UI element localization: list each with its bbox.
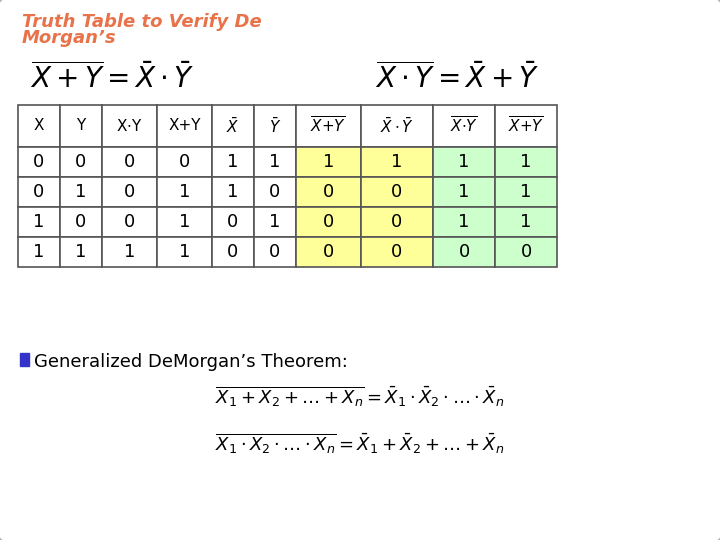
Bar (212, 147, 254, 177)
Bar (60, 105, 102, 147)
Bar (361, 237, 433, 267)
Bar (495, 147, 557, 177)
Text: $\overline{X{+}Y}$: $\overline{X{+}Y}$ (310, 116, 346, 136)
Bar (495, 207, 557, 237)
Bar (296, 237, 361, 267)
Bar (296, 147, 361, 177)
Bar (296, 177, 361, 207)
Text: 1: 1 (269, 213, 281, 231)
Text: X$\cdot$Y: X$\cdot$Y (116, 118, 143, 134)
Bar (102, 105, 157, 147)
Text: 0: 0 (323, 183, 334, 201)
Bar (212, 177, 254, 207)
Bar (433, 105, 495, 147)
Text: $\overline{X_1 \cdot X_2 \cdot \ldots \cdot X_n} = \bar{X}_1 + \bar{X}_2 + \ldot: $\overline{X_1 \cdot X_2 \cdot \ldots \c… (215, 432, 505, 456)
Bar (212, 105, 254, 147)
Text: 0: 0 (76, 213, 86, 231)
Bar (102, 237, 157, 267)
Text: 0: 0 (124, 213, 135, 231)
Text: 1: 1 (228, 183, 239, 201)
Bar (60, 207, 102, 237)
Bar (157, 177, 212, 207)
Bar (361, 147, 433, 177)
Text: $\overline{X{+}Y}$: $\overline{X{+}Y}$ (508, 116, 544, 136)
Text: 0: 0 (459, 243, 469, 261)
Bar (361, 105, 433, 147)
Text: 1: 1 (323, 153, 334, 171)
Text: $\bar{X}$: $\bar{X}$ (226, 117, 240, 136)
Text: 1: 1 (179, 213, 190, 231)
Bar (60, 147, 102, 177)
Text: Truth Table to Verify De: Truth Table to Verify De (22, 13, 262, 31)
Bar (157, 147, 212, 177)
Bar (296, 207, 361, 237)
Text: 0: 0 (392, 213, 402, 231)
Text: Generalized DeMorgan’s Theorem:: Generalized DeMorgan’s Theorem: (34, 353, 348, 371)
Text: 0: 0 (269, 183, 281, 201)
Bar (102, 207, 157, 237)
Text: $\overline{X + Y} = \bar{X} \cdot \bar{Y}$: $\overline{X + Y} = \bar{X} \cdot \bar{Y… (30, 62, 194, 94)
Bar (254, 207, 296, 237)
Text: 1: 1 (33, 243, 45, 261)
Text: 1: 1 (124, 243, 135, 261)
Bar (433, 237, 495, 267)
Bar (433, 177, 495, 207)
Bar (157, 105, 212, 147)
Text: 1: 1 (391, 153, 402, 171)
Text: 1: 1 (521, 213, 531, 231)
Text: 0: 0 (228, 243, 238, 261)
Text: $\overline{X \cdot Y} = \bar{X} + \bar{Y}$: $\overline{X \cdot Y} = \bar{X} + \bar{Y… (375, 62, 540, 94)
Text: 1: 1 (521, 183, 531, 201)
Bar (212, 207, 254, 237)
Text: 1: 1 (33, 213, 45, 231)
Bar (296, 105, 361, 147)
Text: $\bar{Y}$: $\bar{Y}$ (269, 117, 281, 136)
Bar (495, 237, 557, 267)
Text: 0: 0 (76, 153, 86, 171)
Bar (60, 177, 102, 207)
Bar (18, 147, 60, 177)
Bar (254, 147, 296, 177)
Text: 1: 1 (459, 213, 469, 231)
Text: 0: 0 (33, 183, 45, 201)
Text: 1: 1 (76, 183, 86, 201)
Bar (18, 207, 60, 237)
Bar (157, 207, 212, 237)
Bar (212, 237, 254, 267)
Text: 0: 0 (521, 243, 531, 261)
Text: X+Y: X+Y (168, 118, 201, 133)
Bar (433, 207, 495, 237)
Text: 0: 0 (179, 153, 190, 171)
Text: 1: 1 (228, 153, 239, 171)
Bar (18, 237, 60, 267)
Bar (254, 237, 296, 267)
Text: 0: 0 (323, 243, 334, 261)
Text: Morgan’s: Morgan’s (22, 29, 117, 47)
Bar (254, 177, 296, 207)
Text: 1: 1 (269, 153, 281, 171)
Text: 0: 0 (269, 243, 281, 261)
Text: $\overline{X_1 + X_2 + \ldots + X_n} = \bar{X}_1 \cdot \bar{X}_2 \cdot \ldots \c: $\overline{X_1 + X_2 + \ldots + X_n} = \… (215, 385, 505, 409)
Text: $\bar{X} \cdot \bar{Y}$: $\bar{X} \cdot \bar{Y}$ (380, 117, 414, 136)
Text: 0: 0 (392, 183, 402, 201)
Text: 1: 1 (76, 243, 86, 261)
Bar (361, 207, 433, 237)
Text: Y: Y (76, 118, 86, 133)
Bar (18, 177, 60, 207)
Text: 0: 0 (323, 213, 334, 231)
Text: 1: 1 (459, 153, 469, 171)
Text: 1: 1 (179, 183, 190, 201)
Bar (495, 105, 557, 147)
Bar (60, 237, 102, 267)
Text: 0: 0 (392, 243, 402, 261)
Text: 0: 0 (228, 213, 238, 231)
Bar (102, 147, 157, 177)
Text: X: X (34, 118, 44, 133)
Bar (495, 177, 557, 207)
Bar (361, 177, 433, 207)
Bar (102, 177, 157, 207)
Text: 1: 1 (459, 183, 469, 201)
Bar (18, 105, 60, 147)
Text: $\overline{X{\cdot}Y}$: $\overline{X{\cdot}Y}$ (450, 116, 478, 136)
